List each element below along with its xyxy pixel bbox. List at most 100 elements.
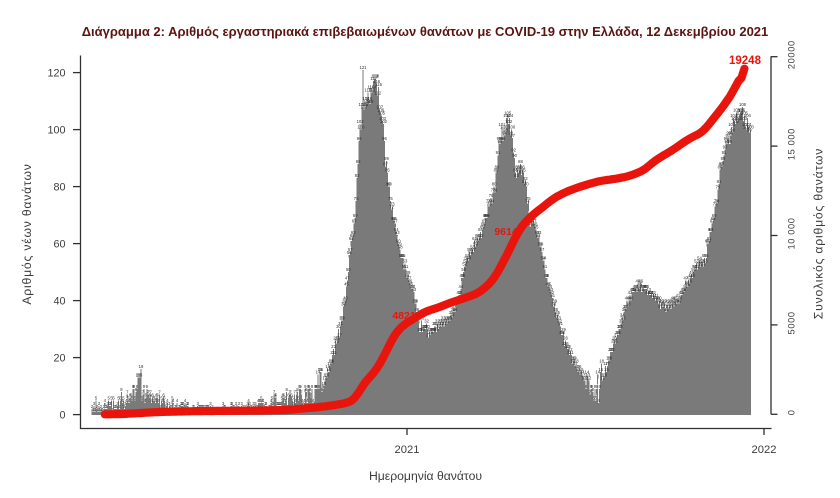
svg-text:66: 66 <box>481 222 486 227</box>
svg-text:78: 78 <box>493 187 498 192</box>
svg-text:31: 31 <box>432 321 437 326</box>
svg-text:53: 53 <box>463 259 468 264</box>
svg-text:3: 3 <box>272 401 275 406</box>
svg-text:4: 4 <box>125 398 128 403</box>
svg-text:64: 64 <box>478 227 483 232</box>
svg-text:43: 43 <box>635 287 640 292</box>
svg-text:87: 87 <box>719 162 724 167</box>
svg-text:16: 16 <box>325 364 330 369</box>
svg-text:57: 57 <box>540 247 545 252</box>
svg-text:4: 4 <box>121 398 124 403</box>
svg-text:22: 22 <box>609 347 614 352</box>
svg-text:52: 52 <box>701 261 706 266</box>
svg-text:3: 3 <box>279 401 282 406</box>
svg-text:2: 2 <box>169 404 172 409</box>
svg-text:9: 9 <box>143 384 146 389</box>
svg-text:5: 5 <box>131 395 134 400</box>
svg-text:36: 36 <box>451 307 456 312</box>
svg-text:92: 92 <box>511 147 516 152</box>
svg-text:26: 26 <box>563 336 568 341</box>
svg-text:5: 5 <box>110 395 113 400</box>
svg-text:29: 29 <box>420 327 425 332</box>
svg-text:8: 8 <box>309 387 312 392</box>
svg-text:30: 30 <box>423 324 428 329</box>
svg-text:97: 97 <box>510 133 515 138</box>
svg-text:49: 49 <box>406 270 411 275</box>
svg-text:74: 74 <box>490 199 495 204</box>
svg-text:90: 90 <box>512 153 517 158</box>
svg-text:3: 3 <box>124 401 127 406</box>
svg-text:17: 17 <box>603 361 608 366</box>
svg-text:12: 12 <box>322 375 327 380</box>
svg-text:2: 2 <box>201 404 204 409</box>
svg-text:31: 31 <box>439 321 444 326</box>
svg-text:104: 104 <box>730 113 738 118</box>
svg-text:91: 91 <box>722 150 727 155</box>
svg-text:4: 4 <box>161 398 164 403</box>
svg-text:6: 6 <box>283 393 286 398</box>
svg-text:103: 103 <box>379 116 387 121</box>
svg-text:18: 18 <box>329 358 334 363</box>
svg-text:75: 75 <box>526 196 531 201</box>
svg-text:103: 103 <box>740 116 748 121</box>
svg-text:2: 2 <box>118 404 121 409</box>
svg-text:41: 41 <box>650 293 655 298</box>
svg-text:32: 32 <box>619 318 624 323</box>
svg-text:5: 5 <box>154 395 157 400</box>
svg-text:34: 34 <box>450 313 455 318</box>
svg-text:39: 39 <box>412 299 417 304</box>
svg-text:114: 114 <box>367 85 374 90</box>
svg-text:3: 3 <box>252 401 255 406</box>
svg-text:25: 25 <box>334 338 339 343</box>
svg-text:105: 105 <box>736 110 744 115</box>
svg-text:44: 44 <box>641 284 646 289</box>
svg-text:4: 4 <box>261 398 264 403</box>
svg-text:41: 41 <box>654 293 659 298</box>
svg-text:63: 63 <box>351 230 356 235</box>
svg-text:28: 28 <box>428 330 433 335</box>
svg-text:61: 61 <box>707 236 712 241</box>
svg-text:29: 29 <box>434 327 439 332</box>
svg-text:46: 46 <box>638 279 643 284</box>
svg-text:44: 44 <box>410 284 415 289</box>
svg-text:33: 33 <box>447 316 452 321</box>
svg-text:2: 2 <box>164 404 167 409</box>
svg-text:4: 4 <box>151 398 154 403</box>
svg-text:30: 30 <box>618 324 623 329</box>
svg-text:102: 102 <box>357 119 365 124</box>
svg-text:86: 86 <box>718 165 723 170</box>
svg-text:42: 42 <box>649 290 654 295</box>
svg-text:33: 33 <box>448 316 453 321</box>
svg-text:7: 7 <box>148 390 151 395</box>
svg-text:44: 44 <box>411 284 416 289</box>
svg-text:13: 13 <box>323 373 328 378</box>
svg-text:4: 4 <box>104 398 107 403</box>
svg-text:30: 30 <box>617 324 622 329</box>
svg-text:40: 40 <box>53 295 65 307</box>
svg-text:Διάγραμμα 2: Αριθμός εργαστηρι: Διάγραμμα 2: Αριθμός εργαστηριακά επιβεβ… <box>82 24 769 39</box>
svg-text:48: 48 <box>690 273 695 278</box>
svg-text:50: 50 <box>346 267 351 272</box>
svg-text:4: 4 <box>258 398 261 403</box>
svg-text:117: 117 <box>370 76 377 81</box>
svg-text:17: 17 <box>605 361 610 366</box>
svg-text:35: 35 <box>449 310 454 315</box>
svg-text:69: 69 <box>485 213 490 218</box>
svg-text:3: 3 <box>165 401 168 406</box>
svg-text:36: 36 <box>453 307 458 312</box>
svg-text:3: 3 <box>254 401 257 406</box>
svg-text:2: 2 <box>113 404 116 409</box>
svg-text:3: 3 <box>235 401 238 406</box>
svg-text:15: 15 <box>318 367 323 372</box>
svg-text:36: 36 <box>622 307 627 312</box>
svg-text:102: 102 <box>505 119 513 124</box>
svg-text:31: 31 <box>338 321 343 326</box>
svg-text:42: 42 <box>628 290 633 295</box>
svg-text:19248: 19248 <box>729 55 762 67</box>
svg-text:89: 89 <box>721 156 726 161</box>
svg-text:7: 7 <box>158 390 161 395</box>
svg-text:47: 47 <box>407 276 412 281</box>
svg-text:2: 2 <box>100 404 103 409</box>
svg-text:7: 7 <box>126 390 129 395</box>
svg-text:38: 38 <box>626 301 631 306</box>
